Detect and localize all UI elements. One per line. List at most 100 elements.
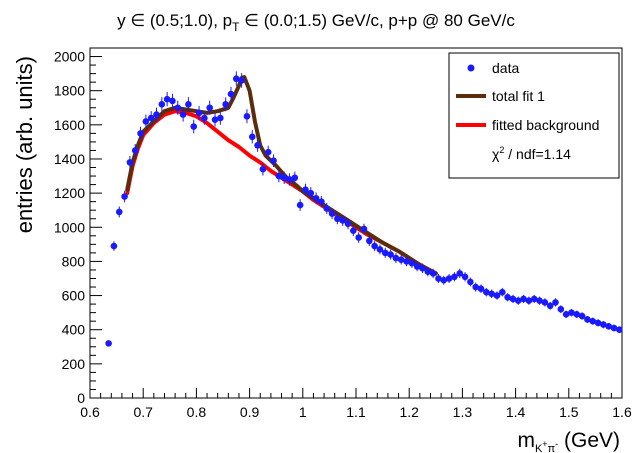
data-marker — [238, 77, 245, 84]
x-axis-label: mK+π- (GeV) — [517, 429, 620, 453]
data-point — [344, 218, 352, 230]
data-point — [403, 256, 410, 267]
data-point — [366, 235, 373, 247]
data-point — [302, 183, 309, 196]
x-tick-label: 1.6 — [612, 404, 632, 420]
data-marker — [536, 297, 543, 304]
data-marker — [344, 220, 352, 228]
y-tick-label: 1000 — [54, 219, 85, 235]
y-tick-label: 1400 — [54, 151, 85, 167]
legend-background-label: fitted background — [492, 117, 599, 133]
data-marker — [355, 234, 362, 241]
data-marker — [190, 123, 198, 130]
data-point — [105, 340, 112, 347]
data-marker — [525, 297, 533, 304]
data-point — [360, 223, 368, 235]
data-marker — [381, 249, 389, 257]
data-point — [483, 287, 490, 297]
data-marker — [504, 293, 511, 301]
data-point — [499, 287, 506, 297]
x-tick-label: 1.5 — [559, 404, 579, 420]
data-marker — [392, 254, 400, 262]
data-point — [280, 171, 288, 184]
data-point — [509, 294, 517, 304]
data-marker — [419, 264, 426, 272]
data-point — [408, 258, 416, 268]
data-point — [493, 291, 501, 300]
data-marker — [158, 101, 166, 108]
data-marker — [131, 147, 139, 154]
data-marker — [233, 75, 240, 83]
data-point — [227, 86, 235, 102]
data-marker — [360, 225, 368, 233]
data-marker — [174, 104, 182, 112]
data-marker — [424, 268, 432, 275]
data-marker — [264, 148, 272, 156]
data-point — [610, 324, 618, 332]
data-marker — [493, 292, 501, 299]
data-marker — [477, 285, 485, 293]
data-point — [589, 317, 597, 325]
data-point — [456, 268, 464, 278]
data-point — [270, 154, 277, 167]
data-point — [488, 289, 495, 299]
data-point — [504, 293, 511, 302]
data-point — [578, 312, 586, 320]
y-tick-label: 1600 — [54, 117, 85, 133]
data-marker — [366, 237, 373, 245]
data-marker — [557, 305, 565, 313]
data-marker — [318, 198, 325, 205]
data-marker — [600, 321, 607, 328]
data-point — [217, 111, 224, 125]
data-point — [328, 207, 336, 220]
legend-chi2: χ2 / ndf=1.14 — [492, 145, 571, 162]
data-marker — [185, 101, 192, 108]
data-point — [190, 119, 198, 134]
data-point — [275, 169, 283, 183]
data-point — [472, 282, 480, 292]
data-point — [568, 308, 575, 317]
data-point — [350, 225, 357, 236]
legend-data-label: data — [492, 60, 519, 76]
data-point — [110, 241, 118, 251]
data-marker — [179, 111, 187, 118]
y-tick-label: 600 — [62, 288, 86, 304]
data-points — [105, 71, 623, 347]
data-marker — [323, 205, 331, 212]
data-marker — [254, 142, 261, 149]
data-point — [259, 162, 267, 176]
data-marker — [530, 295, 538, 303]
data-point — [126, 155, 134, 169]
x-tick-label: 1.2 — [399, 404, 419, 420]
data-point — [254, 138, 261, 152]
data-point — [429, 268, 437, 278]
data-marker — [201, 114, 208, 122]
data-marker — [302, 186, 309, 194]
data-point — [419, 263, 426, 274]
data-marker — [467, 278, 474, 286]
data-point — [323, 202, 331, 215]
data-marker — [403, 258, 410, 265]
data-marker — [291, 174, 299, 182]
y-tick-label: 800 — [62, 253, 86, 269]
data-point — [584, 315, 591, 324]
data-point — [158, 97, 166, 112]
data-marker — [546, 302, 554, 310]
data-marker — [206, 104, 213, 112]
data-point — [121, 190, 128, 203]
data-point — [137, 126, 144, 141]
data-point — [334, 213, 341, 225]
data-point — [451, 272, 458, 282]
data-point — [381, 247, 389, 258]
data-point — [115, 206, 123, 218]
data-marker — [217, 114, 224, 122]
data-point — [147, 111, 155, 125]
data-point — [307, 187, 315, 200]
data-marker — [259, 165, 267, 173]
data-marker — [312, 194, 320, 202]
data-point — [477, 284, 485, 293]
x-tick-label: 0.9 — [240, 404, 260, 420]
y-tick-label: 2000 — [54, 49, 85, 65]
data-point — [318, 195, 325, 208]
data-marker — [435, 275, 442, 282]
